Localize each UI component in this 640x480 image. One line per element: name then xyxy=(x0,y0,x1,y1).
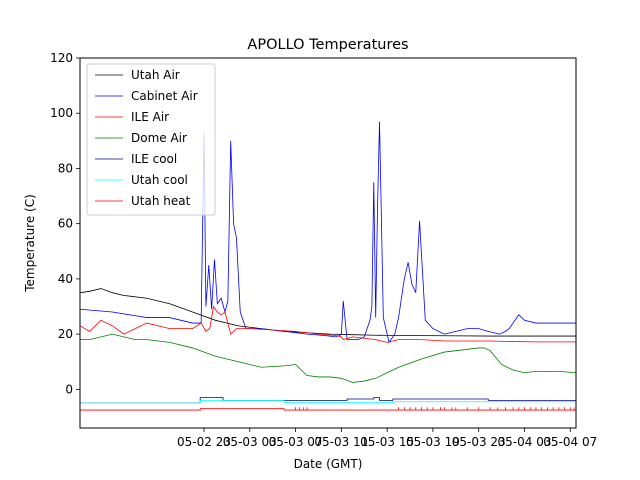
series-layer xyxy=(80,121,576,411)
legend: Utah Air Cabinet Air ILE Air Dome Air ILE co… xyxy=(86,63,216,216)
series-line-utah-heat xyxy=(80,408,576,411)
x-tick-label: 05-03 23 xyxy=(452,435,506,449)
legend-label: ILE Air xyxy=(131,110,169,124)
x-tick-label: 05-03 11 xyxy=(314,435,368,449)
y-axis-label: Temperature (C) xyxy=(23,194,37,293)
x-tick-label: 05-02 23 xyxy=(177,435,231,449)
x-tick-label: 05-03 19 xyxy=(406,435,460,449)
y-tick-label: 20 xyxy=(58,327,73,341)
series-line-dome-air xyxy=(80,333,576,383)
y-tick-label: 60 xyxy=(58,217,73,231)
plot-area xyxy=(79,57,577,429)
series-line-utah-cool xyxy=(80,399,576,404)
y-tick-label: 100 xyxy=(50,106,73,120)
x-tick-label: 05-04 07 xyxy=(543,435,597,449)
series-line-cabinet-air xyxy=(80,121,576,344)
x-axis-label: Date (GMT) xyxy=(294,457,363,471)
legend-label: Utah cool xyxy=(131,173,188,187)
chart-title: APOLLO Temperatures xyxy=(247,37,408,53)
y-axis: 0 20 40 60 80 100 120 xyxy=(50,51,80,396)
y-tick-label: 80 xyxy=(58,161,73,175)
x-tick-label: 05-03 15 xyxy=(360,435,414,449)
y-tick-label: 40 xyxy=(58,272,73,286)
y-tick-label: 120 xyxy=(50,51,73,65)
series-line-ile-air xyxy=(80,305,576,343)
axes-frame xyxy=(79,57,577,429)
x-tick-label: 05-03 07 xyxy=(269,435,323,449)
legend-label: ILE cool xyxy=(131,152,177,166)
legend-label: Utah Air xyxy=(131,68,180,82)
legend-label: Dome Air xyxy=(131,131,187,145)
legend-label: Utah heat xyxy=(131,194,191,208)
series-line-ile-cool xyxy=(80,397,576,404)
x-tick-label: 05-04 03 xyxy=(498,435,552,449)
legend-box xyxy=(86,63,216,216)
legend-label: Cabinet Air xyxy=(131,89,198,103)
y-tick-label: 0 xyxy=(65,382,73,396)
x-tick-label: 05-03 03 xyxy=(223,435,277,449)
